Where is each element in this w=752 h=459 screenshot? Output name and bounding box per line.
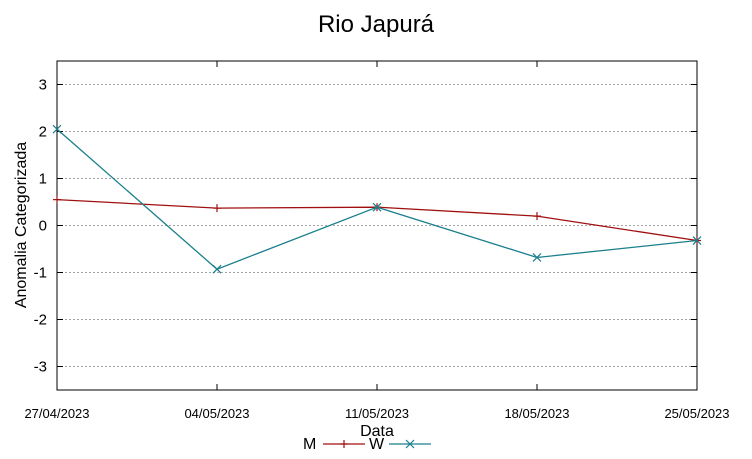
series-m-point bbox=[53, 195, 61, 204]
x-axis: 27/04/2023 04/05/2023 11/05/2023 18/05/2023… bbox=[24, 61, 730, 421]
y-tick-label: 1 bbox=[39, 171, 47, 188]
x-axis-label: Data bbox=[360, 423, 394, 440]
chart-title: Rio Japurá bbox=[318, 11, 435, 38]
series-w-point bbox=[692, 236, 702, 245]
series-w-point bbox=[212, 264, 222, 274]
series-w-point bbox=[52, 124, 62, 134]
series-w-point bbox=[372, 202, 382, 212]
y-axis-label: Anomalia Categorizada bbox=[13, 142, 30, 308]
x-tick-label: 11/05/2023 bbox=[345, 406, 409, 421]
x-tick-label: 04/05/2023 bbox=[184, 406, 249, 421]
series-w-line bbox=[56, 128, 698, 270]
x-tick-label: 27/04/2023 bbox=[24, 406, 89, 421]
x-tick-label: 25/05/2023 bbox=[664, 406, 729, 421]
series-w-point bbox=[532, 253, 542, 262]
legend-m-marker bbox=[340, 440, 348, 448]
y-tick-label: 3 bbox=[39, 77, 47, 94]
y-tick-label: 0 bbox=[39, 218, 47, 235]
y-tick-label: -2 bbox=[34, 312, 47, 329]
legend-w-label: W bbox=[369, 436, 385, 453]
y-axis: 3 2 1 0 -1 -2 -3 bbox=[34, 77, 697, 376]
y-tick-label: -1 bbox=[34, 265, 47, 282]
grid bbox=[57, 84, 697, 367]
x-tick-label: 18/05/2023 bbox=[504, 406, 569, 421]
y-tick-label: -3 bbox=[34, 359, 47, 376]
legend-w-marker bbox=[405, 439, 415, 449]
y-tick-label: 2 bbox=[39, 124, 47, 141]
legend-m-label: M bbox=[303, 436, 316, 453]
series-m-point bbox=[533, 212, 541, 221]
series bbox=[52, 124, 702, 274]
series-m-point bbox=[213, 204, 221, 213]
